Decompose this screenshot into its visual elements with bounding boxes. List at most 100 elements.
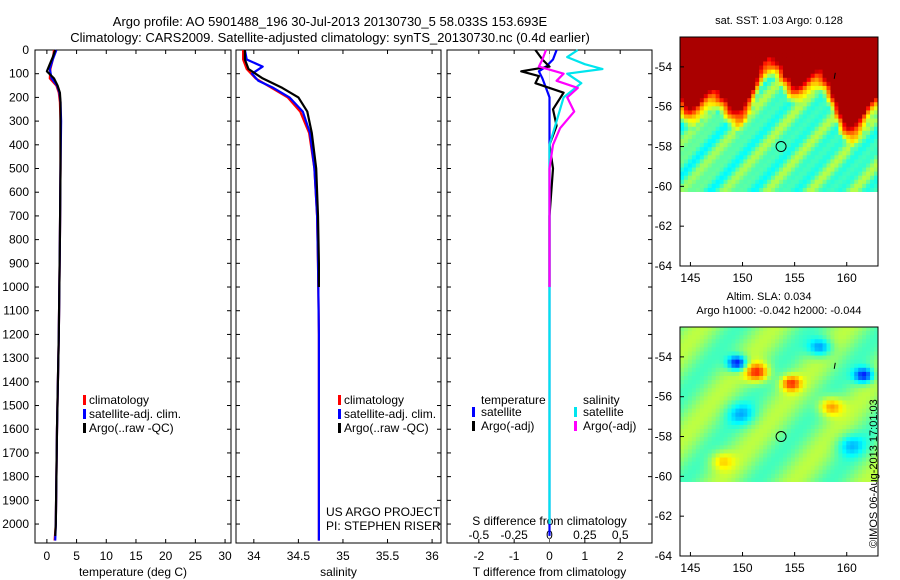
heatmap-cell (687, 437, 693, 442)
heatmap-cell (782, 477, 788, 482)
heatmap-cell (838, 392, 843, 397)
heatmap-cell (695, 327, 701, 332)
heatmap-cell (767, 473, 772, 479)
heatmap-cell (798, 159, 804, 165)
heatmap-cell (830, 159, 836, 165)
heatmap-cell (854, 151, 859, 156)
heatmap-cell (830, 363, 836, 369)
heatmap-cell (806, 130, 812, 136)
heatmap-cell (802, 126, 808, 132)
heatmap-cell (747, 49, 752, 54)
heatmap-cell (802, 416, 808, 422)
heatmap-cell (850, 363, 855, 369)
heatmap-cell (794, 453, 800, 459)
heatmap-cell (683, 110, 689, 116)
heatmap-cell (850, 171, 855, 177)
heatmap-cell (870, 433, 875, 438)
heatmap-cell (683, 94, 689, 99)
heatmap-cell (810, 396, 816, 402)
heatmap-cell (798, 331, 804, 336)
heatmap-cell (854, 371, 859, 377)
heatmap-cell (870, 61, 875, 67)
heatmap-cell (755, 90, 760, 95)
heatmap-cell (751, 175, 756, 181)
heatmap-cell (850, 477, 855, 482)
heatmap-cell (731, 388, 737, 393)
heatmap-cell (771, 363, 776, 369)
heatmap-cell (842, 404, 847, 410)
heatmap-cell (779, 147, 784, 152)
heatmap-cell (711, 384, 717, 389)
heatmap-cell (695, 473, 701, 479)
heatmap-cell (715, 420, 721, 426)
heatmap-cell (874, 367, 878, 373)
heatmap-cell (818, 77, 824, 83)
heatmap-cell (767, 469, 772, 475)
heatmap-cell (786, 151, 792, 156)
heatmap-cell (695, 371, 701, 377)
heatmap-cell (810, 90, 816, 95)
heatmap-cell (794, 151, 800, 156)
heatmap-cell (719, 130, 725, 136)
heatmap-cell (858, 339, 863, 344)
heatmap-cell (735, 45, 740, 50)
heatmap-cell (870, 41, 875, 46)
heatmap-cell (798, 94, 804, 99)
heatmap-cell (683, 175, 689, 181)
heatmap-cell (794, 110, 800, 116)
heatmap-cell (862, 327, 867, 332)
heatmap-cell (862, 428, 867, 434)
heatmap-cell (695, 375, 701, 381)
heatmap-cell (854, 465, 859, 471)
heatmap-cell (735, 441, 740, 446)
heatmap-cell (830, 367, 836, 373)
heatmap-cell (687, 428, 693, 434)
heatmap-cell (818, 143, 824, 148)
heatmap-cell (779, 388, 784, 393)
heatmap-cell (680, 134, 685, 140)
heatmap-cell (707, 437, 713, 442)
heatmap-cell (759, 122, 764, 128)
heatmap-cell (806, 461, 812, 467)
heatmap-cell (739, 77, 744, 83)
heatmap-cell (786, 428, 792, 434)
heatmap-cell (830, 77, 836, 83)
heatmap-cell (751, 380, 756, 385)
heatmap-cell (779, 367, 784, 373)
heatmap-cell (862, 151, 867, 156)
heatmap-cell (775, 327, 780, 332)
heatmap-cell (846, 416, 851, 422)
heatmap-cell (711, 126, 717, 132)
heatmap-cell (818, 159, 824, 165)
heatmap-cell (794, 143, 800, 148)
heatmap-cell (818, 98, 824, 103)
heatmap-cell (691, 412, 697, 418)
heatmap-cell (723, 138, 729, 144)
heatmap-cell (680, 73, 685, 79)
heatmap-cell (751, 106, 756, 112)
heatmap-cell (866, 351, 871, 357)
heatmap-cell (731, 65, 737, 71)
heatmap-cell (846, 151, 851, 156)
heatmap-cell (790, 49, 796, 54)
heatmap-cell (763, 98, 768, 103)
heatmap-cell (846, 114, 851, 120)
heatmap-cell (874, 408, 878, 414)
heatmap-cell (790, 61, 796, 67)
heatmap-cell (735, 339, 740, 344)
heatmap-cell (680, 375, 685, 381)
salinity-annotation: US ARGO PROJECT (326, 505, 441, 519)
heatmap-cell (687, 371, 693, 377)
heatmap-cell (802, 81, 808, 87)
heatmap-cell (874, 49, 878, 54)
heatmap-cell (683, 327, 689, 332)
heatmap-cell (739, 155, 744, 160)
heatmap-cell (707, 412, 713, 418)
heatmap-cell (683, 49, 689, 54)
heatmap-cell (842, 171, 847, 177)
heatmap-cell (767, 457, 772, 463)
heatmap-cell (759, 449, 764, 455)
heatmap-cell (802, 106, 808, 112)
heatmap-cell (779, 335, 784, 340)
heatmap-cell (790, 371, 796, 377)
